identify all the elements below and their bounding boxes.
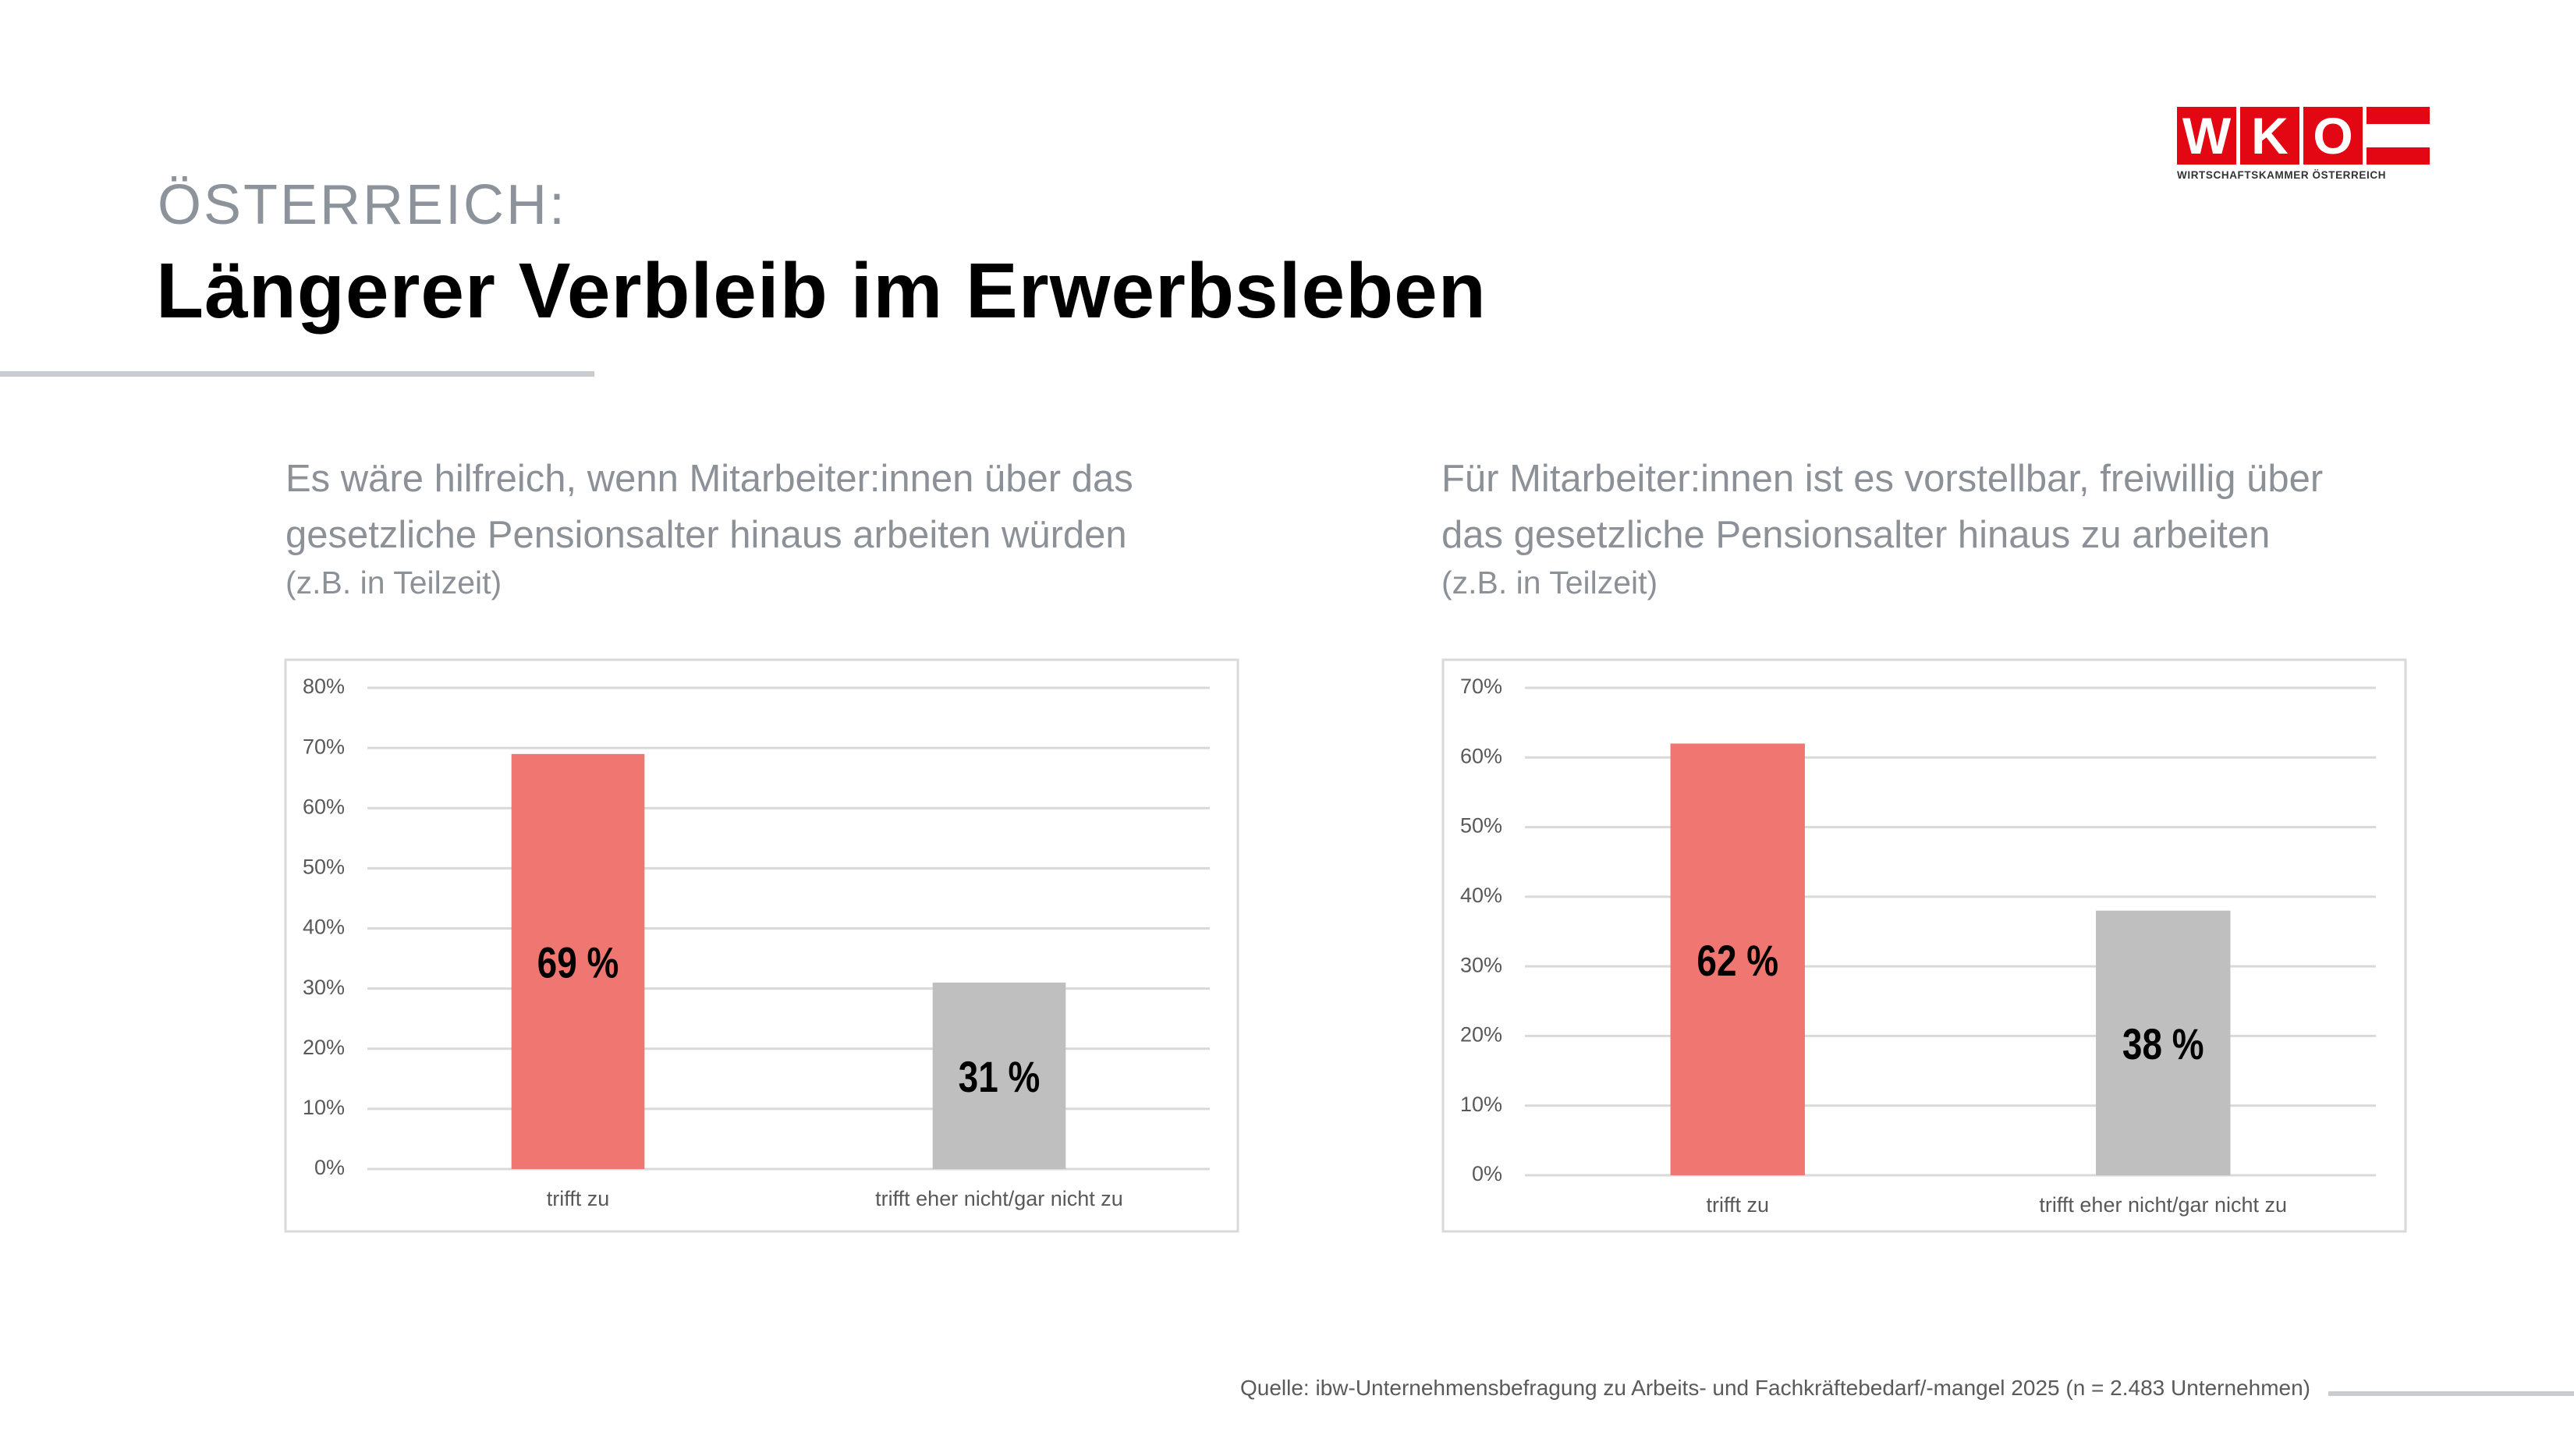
- category-label: trifft zu: [1706, 1193, 1769, 1217]
- category-label: trifft eher nicht/gar nicht zu: [875, 1187, 1123, 1210]
- source-rule: [2328, 1391, 2574, 1396]
- y-tick-label: 10%: [303, 1096, 345, 1119]
- y-tick-label: 20%: [1460, 1023, 1502, 1047]
- y-tick-label: 50%: [303, 856, 345, 879]
- y-tick-label: 50%: [1460, 814, 1502, 838]
- chart-frame: [285, 660, 1238, 1231]
- chart-frame: [1443, 660, 2406, 1231]
- y-tick-label: 10%: [1460, 1093, 1502, 1116]
- category-label: trifft eher nicht/gar nicht zu: [2039, 1193, 2287, 1217]
- y-tick-label: 0%: [314, 1156, 345, 1179]
- y-tick-label: 40%: [303, 916, 345, 939]
- y-tick-label: 70%: [303, 735, 345, 758]
- source: Quelle: ibw-Unternehmensbefragung zu Arb…: [1240, 1376, 2310, 1401]
- y-tick-label: 30%: [303, 976, 345, 999]
- y-tick-label: 80%: [303, 675, 345, 698]
- y-tick-label: 60%: [1460, 744, 1502, 767]
- y-tick-label: 20%: [303, 1036, 345, 1059]
- category-label: trifft zu: [547, 1187, 610, 1210]
- y-tick-label: 40%: [1460, 884, 1502, 907]
- value-label: 69 %: [537, 938, 619, 987]
- y-tick-label: 30%: [1460, 953, 1502, 976]
- value-label: 38 %: [2122, 1020, 2204, 1068]
- y-tick-label: 0%: [1472, 1162, 1502, 1185]
- y-tick-label: 70%: [1460, 675, 1502, 698]
- y-tick-label: 60%: [303, 795, 345, 818]
- value-label: 31 %: [959, 1053, 1041, 1101]
- value-label: 62 %: [1696, 937, 1778, 985]
